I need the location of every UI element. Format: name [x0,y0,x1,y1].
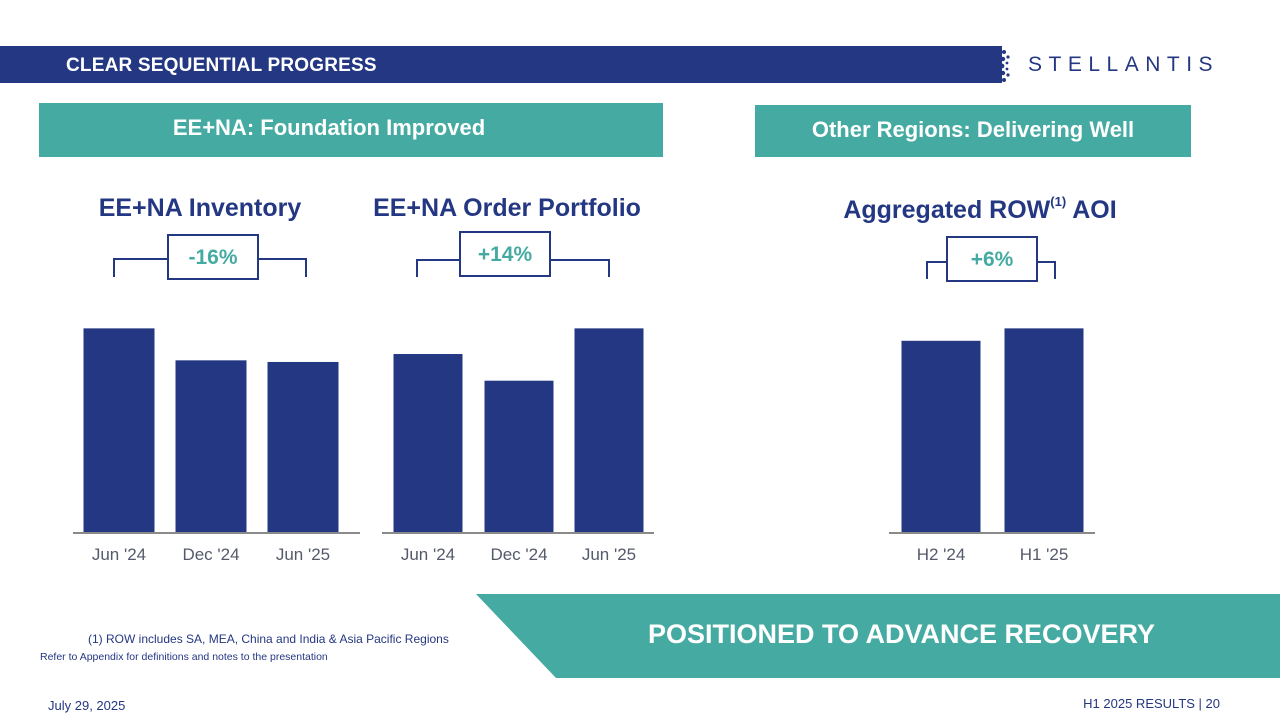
bar-row-aoi-1 [901,340,981,532]
bar-inventory-3 [267,361,339,532]
bracket-order-portfolio [416,259,610,277]
change-badge-inventory: -16% [167,234,259,280]
row-title-text: Aggregated ROW [843,196,1051,224]
x-label-order-portfolio-2: Dec '24 [490,545,547,564]
bar-order-portfolio-1 [393,354,463,532]
x-label-order-portfolio-1: Jun '24 [401,545,455,564]
change-badge-order-portfolio: +14% [459,231,551,277]
page-title: CLEAR SEQUENTIAL PROGRESS [66,55,377,76]
bar-row-aoi-2 [1004,328,1084,532]
chart-title-order-portfolio: EE+NA Order Portfolio [373,194,641,222]
row-title-suffix: AOI [1072,196,1117,224]
logo-wordmark: STELLANTIS [1028,53,1220,76]
logo-dots-icon [999,50,1010,82]
bracket-row-aoi [926,261,1056,279]
header-bar: CLEAR SEQUENTIAL PROGRESS [0,46,1002,83]
x-label-order-portfolio-3: Jun '25 [582,545,636,564]
bottom-banner-shape [476,594,1280,678]
bar-inventory-1 [83,328,155,532]
row-title-footnote-mark: (1) [1050,194,1067,209]
bar-order-portfolio-3 [574,328,644,532]
stellantis-logo: STELLANTIS [998,44,1238,88]
x-label-row-aoi-2: H1 '25 [1020,545,1069,564]
x-label-inventory-3: Jun '25 [276,545,330,564]
chart-title-row-aoi: Aggregated ROW(1) AOI [820,194,1140,225]
chart-title-inventory: EE+NA Inventory [98,194,302,222]
banner-other-regions: Other Regions: Delivering Well [755,105,1191,157]
footer-date: July 29, 2025 [48,698,126,713]
x-label-row-aoi-1: H2 '24 [917,545,966,564]
x-label-inventory-2: Dec '24 [182,545,239,564]
change-badge-row-aoi: +6% [946,236,1038,282]
footnote-appendix: Refer to Appendix for definitions and no… [40,651,328,663]
banner-ee-na: EE+NA: Foundation Improved [39,103,663,157]
bracket-inventory [113,258,307,277]
footnote-row: (1) ROW includes SA, MEA, China and Indi… [88,632,449,646]
x-label-inventory-1: Jun '24 [92,545,146,564]
bar-inventory-2 [175,360,247,532]
footer-page-info: H1 2025 RESULTS | 20 [1083,696,1220,711]
bar-order-portfolio-2 [484,380,554,532]
bottom-banner-text: POSITIONED TO ADVANCE RECOVERY [648,619,1156,649]
